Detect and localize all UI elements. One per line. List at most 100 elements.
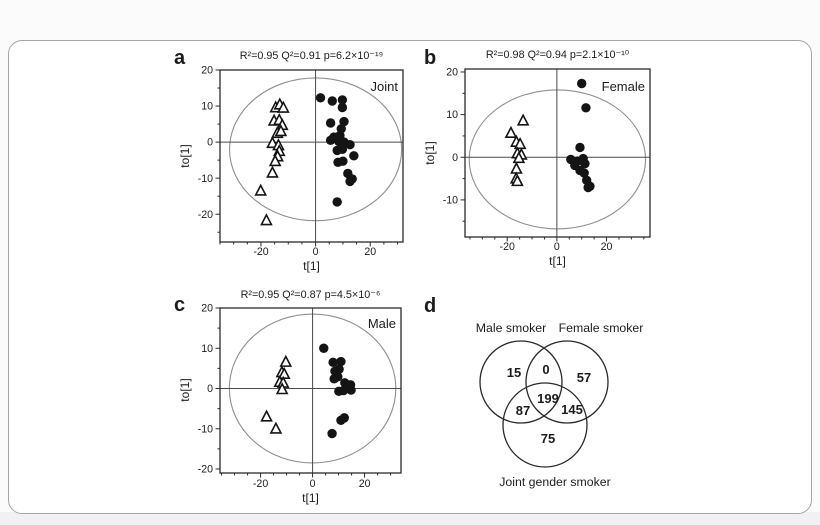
plot-frame [464,68,651,238]
x-tick-label: -20 [253,478,268,490]
x-axis-label: t[1] [302,491,319,505]
open-triangle-marker [266,165,279,178]
venn-label-female: Female smoker [559,321,644,335]
open-triangle-marker [279,354,293,367]
group-label: Joint [371,79,399,94]
x-tick-label: 20 [359,478,371,490]
open-triangle-marker [254,183,268,196]
filled-circle-marker [345,176,355,187]
figure-card [8,40,812,514]
y-tick-label: -20 [198,464,213,476]
x-tick-label: 20 [601,241,613,253]
filled-circle-marker [315,93,326,103]
open-triangle-marker [277,100,290,113]
open-triangle-marker [268,154,282,167]
group-label: Female [602,79,645,94]
plot-frame [219,307,402,474]
open-triangle-marker [275,382,289,395]
venn-circle-joint [502,382,588,468]
filled-circle-marker [585,181,595,191]
filled-circle-marker [328,357,338,368]
filled-circle-marker [346,385,356,395]
open-triangle-marker [512,151,526,164]
filled-circle-marker [337,95,348,105]
y-tick-label: 0 [452,152,458,164]
open-triangle-marker [260,213,273,226]
x-tick-label: 0 [310,478,316,490]
x-tick-label: 0 [554,241,560,253]
filled-circle-marker [575,142,585,153]
panel-title: R²=0.95 Q²=0.91 p=6.2×10⁻¹⁹ [240,50,384,62]
x-axis-label: t[1] [303,259,320,273]
venn-count-all_three: 199 [537,391,559,406]
y-tick-label: 10 [201,101,213,113]
filled-circle-marker [325,118,336,128]
open-triangle-marker [260,409,273,422]
panel-letter: d [424,295,436,317]
plot-frame [219,69,404,243]
filled-circle-marker [327,96,337,106]
y-tick-label: -20 [198,209,213,221]
y-tick-label: 0 [207,383,213,395]
y-tick-label: 20 [201,65,213,77]
filled-circle-marker [333,372,343,382]
filled-circle-marker [327,428,337,439]
panel-letter: b [424,47,436,69]
filled-circle-marker [581,103,591,113]
venn-circle-male [479,340,563,424]
filled-circle-marker [579,168,589,178]
filled-circle-marker [334,364,344,374]
y-tick-label: -10 [443,195,458,207]
filled-circle-marker [337,102,348,113]
open-triangle-marker [516,113,530,126]
x-tick-label: 0 [313,246,319,258]
filled-circle-marker [349,151,359,161]
panel-title: R²=0.98 Q²=0.94 p=2.1×10⁻¹⁰ [486,49,629,61]
open-triangle-marker [504,125,518,138]
y-tick-label: 20 [201,303,213,315]
x-tick-label: -20 [500,241,515,253]
filled-circle-marker [339,116,349,127]
venn-count-male_joint: 87 [516,403,530,418]
panel-letter: a [174,47,186,69]
panel-letter: c [174,294,185,316]
group-label: Male [368,316,396,331]
filled-circle-marker [580,158,590,169]
y-tick-label: 10 [201,343,213,355]
filled-circle-marker [319,343,329,353]
filled-circle-marker [336,356,346,367]
panel-title: R²=0.95 Q²=0.87 p=4.5×10⁻⁶ [241,289,381,301]
venn-circle-female [525,340,609,424]
y-tick-label: -10 [198,173,213,185]
filled-circle-marker [338,156,348,166]
filled-circle-marker [338,385,349,396]
open-triangle-marker [269,421,283,434]
open-triangle-marker [513,136,527,150]
venn-label-joint: Joint gender smoker [499,475,610,489]
y-axis-label: to[1] [423,141,437,164]
filled-circle-marker [337,144,348,155]
x-tick-label: 20 [364,246,376,258]
venn-count-male_female: 0 [542,362,549,377]
venn-label-male: Male smoker [476,321,546,335]
x-tick-label: -20 [253,246,268,258]
y-tick-label: 0 [207,137,213,149]
open-triangle-marker [510,161,523,174]
venn-count-joint_only: 75 [541,431,555,446]
venn-count-male_only: 15 [507,365,521,380]
open-triangle-marker [511,174,524,187]
y-axis-label: to[1] [178,144,192,167]
filled-circle-marker [339,413,350,423]
y-tick-label: -10 [198,423,213,435]
filled-circle-marker [332,197,342,207]
filled-circle-marker [325,135,336,146]
venn-count-female_only: 57 [577,370,591,385]
y-axis-label: to[1] [178,378,192,401]
open-triangle-marker [274,124,288,137]
x-axis-label: t[1] [549,254,566,268]
venn-count-female_joint: 145 [561,402,583,417]
filled-circle-marker [345,139,355,150]
filled-circle-marker [577,78,587,89]
y-tick-label: 20 [446,67,458,79]
